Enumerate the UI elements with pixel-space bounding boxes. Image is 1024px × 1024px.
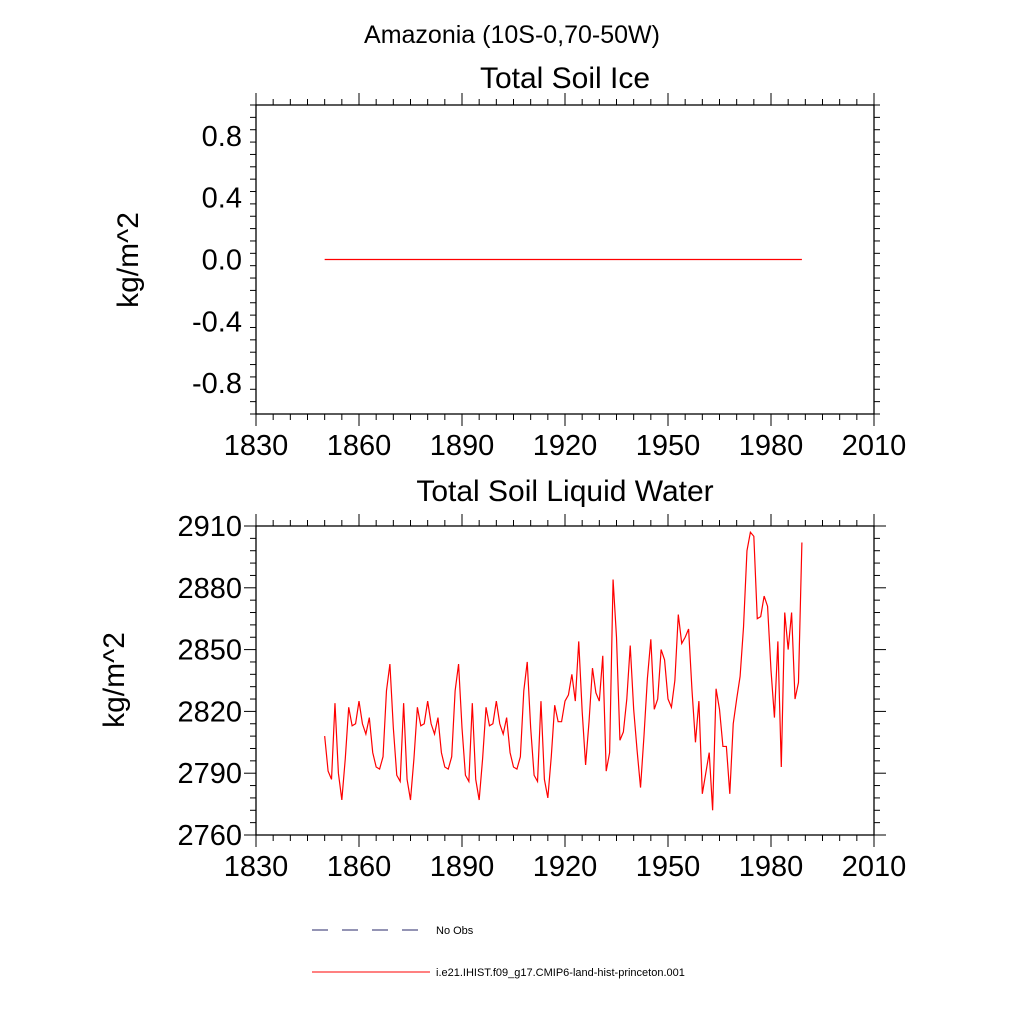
x-tick-label: 1980 [739, 851, 804, 883]
figure-title: Amazonia (10S-0,70-50W) [364, 21, 660, 49]
legend-label-model: i.e21.IHIST.f09_g17.CMIP6-land-hist-prin… [436, 967, 685, 979]
chart-panel-soil-liquid-water: Total Soil Liquid Water kg/m^2 1830 1860 1… [98, 475, 906, 883]
x-tick-label: 1920 [533, 851, 598, 883]
x-tick-label: 1950 [636, 851, 701, 883]
y-tick-label: 0.8 [202, 121, 242, 153]
y-tick-label: 2880 [177, 573, 242, 605]
x-tick-label: 1860 [327, 430, 392, 462]
series-line [324, 530, 803, 811]
y-tick-label: 0.0 [202, 245, 242, 277]
chart-title: Total Soil Ice [480, 62, 650, 95]
y-tick-label: 2910 [177, 511, 242, 543]
x-tick-label: 1860 [327, 851, 392, 883]
chart-panel-soil-ice: Total Soil Ice kg/m^2 1830 1860 1890 1920 19… [112, 62, 906, 462]
plot-frame [255, 104, 875, 415]
x-tick-label: 1920 [533, 430, 598, 462]
x-tick-label: 1890 [430, 851, 495, 883]
y-axis-label: kg/m^2 [98, 632, 131, 728]
y-tick-label: -0.8 [192, 368, 242, 400]
y-tick-label: 2850 [177, 635, 242, 667]
x-tick-label: 2010 [842, 851, 907, 883]
x-tick-label: 1950 [636, 430, 701, 462]
x-tick-label: 1830 [224, 430, 289, 462]
x-tick-label: 1830 [224, 851, 289, 883]
legend-label-no-obs: No Obs [436, 925, 474, 937]
y-tick-label: 2760 [177, 820, 242, 852]
x-tick-label: 1980 [739, 430, 804, 462]
y-tick-label: 0.4 [202, 183, 242, 215]
legend: No Obs i.e21.IHIST.f09_g17.CMIP6-land-hi… [312, 925, 685, 979]
y-tick-label: -0.4 [192, 306, 242, 338]
chart-title: Total Soil Liquid Water [416, 475, 713, 508]
y-tick-label: 2790 [177, 758, 242, 790]
y-tick-label: 2820 [177, 696, 242, 728]
plot-frame [255, 525, 875, 836]
x-tick-label: 1890 [430, 430, 495, 462]
x-tick-label: 2010 [842, 430, 907, 462]
y-axis-label: kg/m^2 [112, 212, 145, 308]
